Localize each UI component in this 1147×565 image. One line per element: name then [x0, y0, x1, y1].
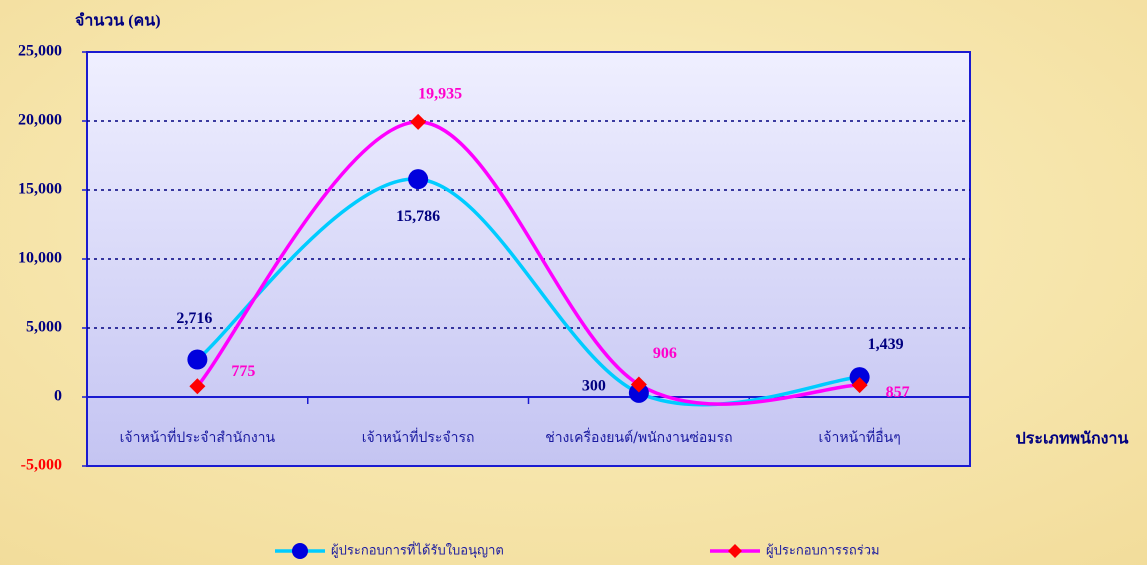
data-label: 775 [231, 363, 255, 380]
marker [410, 113, 427, 130]
marker [630, 376, 647, 393]
x-tick-label: เจ้าหน้าที่อื่นๆ [819, 428, 901, 446]
legend-marker [728, 544, 742, 558]
data-label: 19,935 [418, 86, 462, 103]
data-label: 906 [653, 345, 677, 362]
y-tick-label: -5,000 [21, 457, 62, 474]
marker [849, 367, 870, 388]
data-label: 300 [582, 378, 606, 395]
x-tick-label: ช่างเครื่องยนต์/พนักงานซ่อมรถ [545, 428, 732, 446]
y-tick-label: 0 [54, 388, 62, 405]
y-tick-label: 20,000 [18, 112, 62, 129]
x-axis-label: ประเภทพนักงาน [1016, 430, 1129, 448]
legend-marker [292, 543, 308, 559]
x-tick-label: เจ้าหน้าที่ประจำสำนักงาน [120, 428, 276, 446]
series-line [196, 177, 860, 407]
x-tick-label: เจ้าหน้าที่ประจำรถ [362, 428, 475, 446]
series-line [196, 120, 860, 406]
data-label: 1,439 [868, 336, 904, 353]
marker [189, 378, 206, 395]
data-label: 857 [886, 384, 910, 401]
legend-label: ผู้ประกอบการรถร่วม [766, 544, 880, 559]
chart-title: จำนวน (คน) [75, 12, 161, 30]
marker [628, 382, 649, 403]
y-tick-label: 25,000 [18, 43, 62, 60]
marker [851, 377, 868, 394]
marker [187, 349, 208, 370]
y-tick-label: 15,000 [18, 181, 62, 198]
data-label: 2,716 [176, 310, 212, 327]
marker [408, 169, 429, 190]
data-label: 15,786 [396, 208, 440, 225]
legend-label: ผู้ประกอบการที่ได้รับใบอนุญาต [331, 542, 504, 559]
y-tick-label: 5,000 [26, 319, 62, 336]
y-tick-label: 10,000 [18, 250, 62, 267]
